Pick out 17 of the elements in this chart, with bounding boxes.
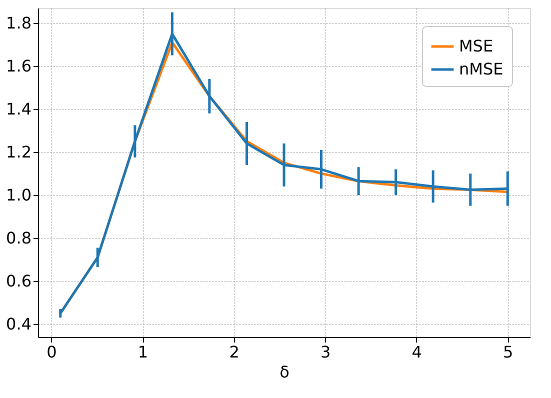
y-tick-label: 1.0 [6, 186, 32, 205]
y-tick-label: 0.6 [6, 272, 32, 291]
x-tick-label: 4 [412, 342, 422, 362]
x-axis-title: δ [280, 362, 290, 382]
x-tick-label: 1 [138, 342, 148, 362]
x-tick-label: 5 [503, 342, 514, 362]
legend-label: MSE [459, 36, 494, 56]
y-tick-label: 0.8 [6, 228, 32, 248]
y-tick-label: 1.4 [6, 100, 32, 119]
legend-label: nMSE [459, 60, 504, 78]
x-tick-label: 0 [46, 342, 57, 362]
y-tick-label: 1.8 [6, 14, 32, 33]
y-tick-label: 0.4 [6, 314, 32, 334]
y-tick-label: 1.2 [6, 142, 32, 162]
x-tick-label: 2 [229, 342, 240, 362]
y-tick-label: 1.6 [6, 56, 32, 76]
x-tick-label: 3 [320, 342, 331, 362]
